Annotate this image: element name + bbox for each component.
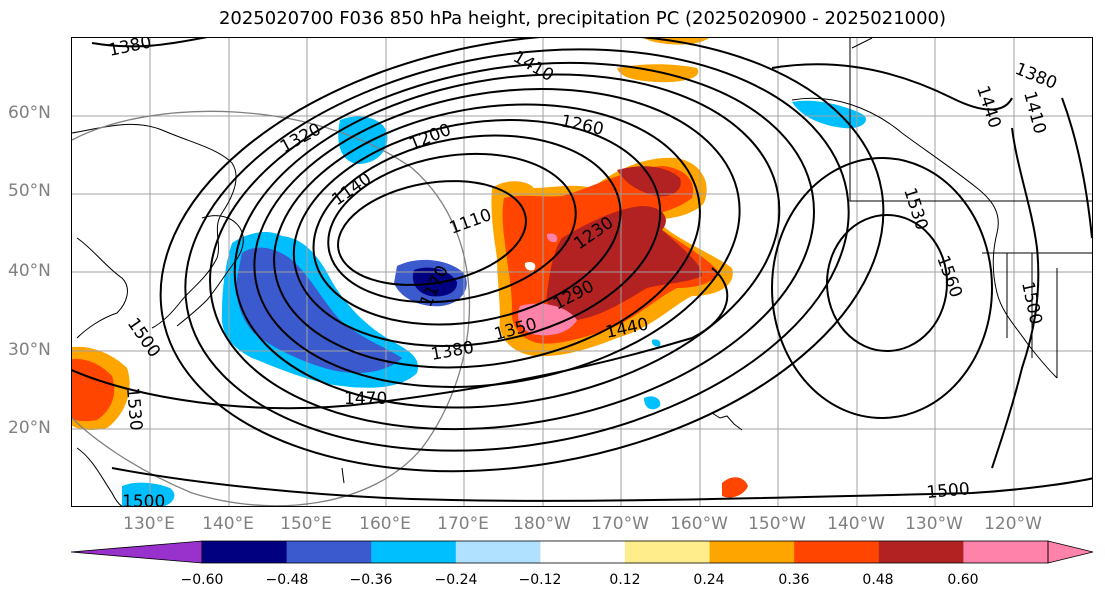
colorbar xyxy=(70,540,1094,564)
colorbar-segment xyxy=(794,541,880,563)
map-panel: 1380 1410 1320 1200 1260 1140 1110 1230 … xyxy=(71,37,1093,507)
colorbar-segment xyxy=(625,541,711,563)
colorbar-segment xyxy=(371,541,457,563)
contour-label: 1500 xyxy=(122,492,165,507)
colorbar-segment xyxy=(963,541,1049,563)
colorbar-segment xyxy=(878,541,964,563)
contour-label: 1500 xyxy=(123,314,164,361)
colorbar-segment xyxy=(540,541,626,563)
colorbar-extend-low xyxy=(70,540,203,564)
lon-label: 140°E xyxy=(202,514,254,534)
colorbar-tick-label: −0.48 xyxy=(265,572,309,588)
contour-label: 1110 xyxy=(447,205,494,239)
contour-label: 1530 xyxy=(122,387,146,432)
map-canvas: 1380 1410 1320 1200 1260 1140 1110 1230 … xyxy=(72,38,1092,507)
colorbar-extend-high xyxy=(1047,540,1094,564)
lat-label: 30°N xyxy=(8,340,51,360)
colorbar-tick-label: 0.24 xyxy=(693,572,725,588)
colorbar-tick-label: −0.24 xyxy=(434,572,478,588)
colorbar-tick-label: −0.12 xyxy=(518,572,562,588)
colorbar-outline xyxy=(201,540,1049,564)
lon-label: 160°E xyxy=(359,514,411,534)
height-contours xyxy=(72,38,1092,502)
figure-title: 2025020700 F036 850 hPa height, precipit… xyxy=(218,8,947,29)
contour-label: 1380 xyxy=(1012,59,1060,94)
colorbar-tick-label: 0.60 xyxy=(947,572,979,588)
colorbar-segment xyxy=(202,541,288,563)
colorbar-tick-label: −0.60 xyxy=(180,572,224,588)
lon-label: 170°E xyxy=(437,514,489,534)
lon-label: 180°W xyxy=(513,514,571,534)
lon-label: 120°W xyxy=(984,514,1042,534)
colorbar-segment xyxy=(455,541,541,563)
colorbar-tick-label: 0.36 xyxy=(778,572,810,588)
contour-label: 1500 xyxy=(926,479,971,503)
contour-label: 1530 xyxy=(899,185,931,232)
lon-label: 150°W xyxy=(748,514,806,534)
lon-label: 130°E xyxy=(123,514,175,534)
colorbar-segments xyxy=(70,540,1094,564)
contour-label: 1200 xyxy=(406,120,454,155)
contour-label: 1470 xyxy=(344,389,387,409)
lon-label: 140°W xyxy=(827,514,885,534)
contour-label: 1410 xyxy=(510,47,557,86)
lon-label: 160°W xyxy=(670,514,728,534)
contour-label: 1500 xyxy=(1017,280,1046,326)
coastlines xyxy=(72,38,1092,506)
lon-label: 170°W xyxy=(591,514,649,534)
lon-label: 130°W xyxy=(905,514,963,534)
contour-label: 1410 xyxy=(1019,89,1050,136)
colorbar-tick-label: 0.48 xyxy=(862,572,894,588)
colorbar-segment xyxy=(286,541,372,563)
negative-precip-anomaly xyxy=(122,100,866,506)
contour-label: 1380 xyxy=(107,38,153,61)
lat-label: 60°N xyxy=(8,103,51,123)
contour-label: 1560 xyxy=(932,253,966,300)
colorbar-tick-label: 0.12 xyxy=(609,572,641,588)
lon-label: 150°E xyxy=(280,514,332,534)
colorbar-segment xyxy=(709,541,795,563)
lat-label: 20°N xyxy=(8,418,51,438)
contour-label: 1380 xyxy=(429,338,475,365)
colorbar-tick-label: −0.36 xyxy=(349,572,393,588)
lat-label: 40°N xyxy=(8,261,51,281)
lat-label: 50°N xyxy=(8,181,51,201)
